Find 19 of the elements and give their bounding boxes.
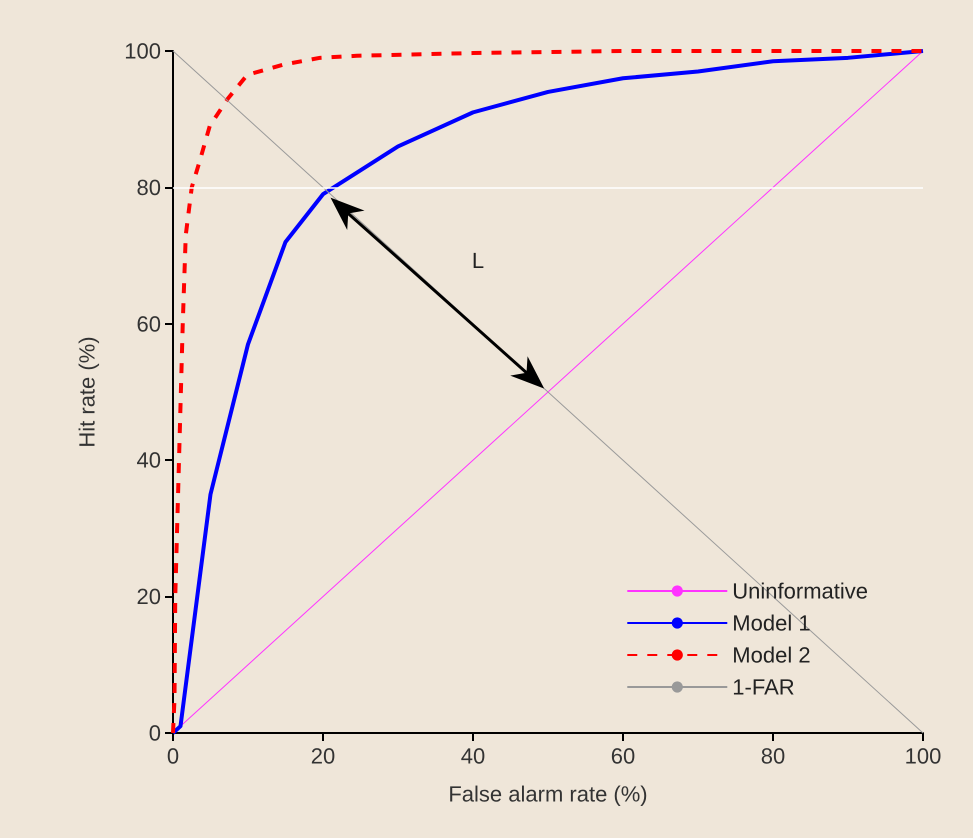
- y-tick-label: 100: [124, 38, 161, 64]
- x-tick-label: 0: [166, 744, 180, 768]
- x-tick-label: 80: [760, 744, 786, 768]
- x-tick-label: 60: [610, 744, 636, 768]
- x-tick-label: 100: [904, 744, 942, 768]
- legend-label: Model 2: [732, 642, 811, 668]
- y-axis-title: Hit rate (%): [74, 336, 100, 448]
- annotation: L: [472, 248, 484, 273]
- y-tick-label: 20: [136, 584, 161, 610]
- x-tick-label: 40: [460, 744, 486, 768]
- y-tick-label: 80: [136, 174, 161, 200]
- y-tick-label: 60: [136, 311, 161, 336]
- x-tick-label: 20: [310, 744, 336, 768]
- legend-label: 1-FAR: [732, 674, 795, 700]
- legend-label: Model 1: [732, 610, 811, 636]
- x-axis-title: False alarm rate (%): [448, 782, 648, 806]
- y-tick-label: 40: [136, 448, 161, 473]
- legend-label: Uninformative: [732, 578, 868, 604]
- y-tick-label: 0: [148, 720, 161, 746]
